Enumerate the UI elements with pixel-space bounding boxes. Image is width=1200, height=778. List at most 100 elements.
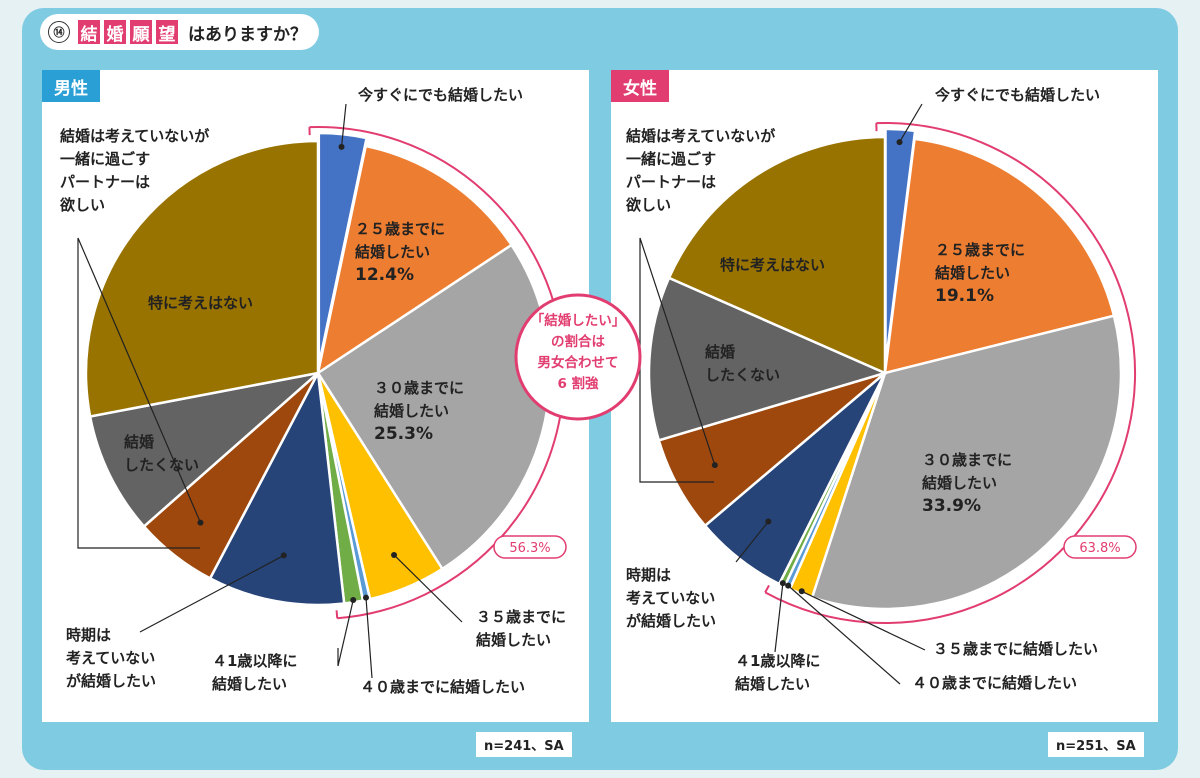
slice-label-line: ２５歳までに [355, 220, 445, 238]
leader-dot [779, 580, 786, 587]
slice-label-line: したくない [124, 456, 199, 474]
question-title: ⑭ 結 婚 願 望 はありますか？ [40, 14, 319, 50]
slice-label-line: 結婚したい [735, 675, 810, 693]
center-note-line: 6 割強 [557, 375, 599, 392]
title-keyword-char: 婚 [104, 20, 126, 45]
slice-label: 特に考えはない [720, 256, 825, 274]
slice-label-line: ４０歳までに結婚したい [912, 674, 1077, 692]
slice-label-line: 結婚 [124, 433, 154, 451]
slice-label-line: 結婚したい [935, 264, 1010, 282]
slice-label-line: 今すぐにでも結婚したい [934, 86, 1100, 104]
slice-label-line: 結婚は考えていないが [626, 127, 776, 145]
slice-label-line: パートナーは [60, 173, 150, 191]
leader-dot [711, 462, 718, 469]
slice-label: 時期は考えていないが結婚したい [66, 626, 156, 690]
bracket-total-value: 56.3% [509, 541, 550, 556]
slice-label-line: 考えていない [626, 589, 715, 607]
slice-label-line: 特に考えはない [148, 294, 253, 312]
leader-line [899, 103, 923, 143]
slice-label-line: 25.3% [374, 424, 433, 444]
slice-label-line: 結婚したい [374, 402, 449, 420]
pie-slice [84, 139, 320, 418]
leader-dot [362, 594, 369, 601]
slice-label: ３０歳までに結婚したい 25.3% [374, 379, 464, 444]
slice-label-line: ３０歳までに [922, 451, 1012, 469]
slice-label-line: 結婚したい [355, 243, 430, 261]
leader-line [393, 554, 463, 623]
bracket-total-value: 63.8% [1079, 541, 1120, 556]
leader-dot [765, 518, 772, 525]
pie-slice [810, 314, 1123, 611]
center-note-line: の割合は [551, 333, 605, 350]
female-sample-size: n=251、SA [1048, 732, 1144, 757]
leader-dot [338, 143, 345, 150]
title-keyword-char: 願 [130, 20, 152, 45]
bracket-total-badge [493, 535, 567, 559]
leader-dot [280, 552, 287, 559]
slice-label-line: 結婚したい [476, 631, 551, 649]
slice-label: 特に考えはない [148, 294, 253, 312]
slice-label-line: 結婚は考えていないが [60, 127, 210, 145]
leader-line [735, 521, 769, 563]
pie-slice [316, 144, 514, 376]
pie-slice [883, 137, 1116, 375]
slice-label-line: 時期は [66, 626, 111, 644]
pie-slice [667, 135, 887, 375]
slice-label: ２５歳までに結婚したい 19.1% [935, 241, 1025, 306]
leader-line [340, 103, 347, 147]
slice-label: 結婚は考えていないが一緒に過ごすパートナーは欲しい [59, 127, 210, 214]
slice-label-line: 結婚したい [922, 474, 997, 492]
slice-label-line: 一緒に過ごす [60, 150, 150, 168]
slice-label: 結婚したくない [705, 343, 780, 384]
slice-label: 時期は考えていないが結婚したい [626, 566, 716, 630]
slice-label: ３５歳までに結婚したい [476, 608, 566, 649]
title-text: はありますか？ [188, 24, 307, 45]
slice-label: 今すぐにでも結婚したい [934, 86, 1100, 104]
slice-label-line: 考えていない [66, 649, 155, 667]
slice-label-line: 結婚 [705, 343, 735, 361]
slice-label-line: ２５歳までに [935, 241, 1025, 259]
slice-label-line: ４1歳以降に [212, 652, 297, 670]
slice-label-line: が結婚したい [626, 612, 716, 630]
slice-label-line: 結婚したい [212, 675, 287, 693]
leader-dot [350, 596, 357, 603]
slice-label-line: ４０歳までに結婚したい [360, 678, 525, 696]
leader-line [77, 237, 202, 549]
slice-label-line: 欲しい [625, 196, 671, 214]
title-keyword-char: 結 [78, 20, 100, 45]
leader-line [787, 585, 901, 685]
bracket-total-badge [1063, 535, 1137, 559]
slice-label: ４０歳までに結婚したい [360, 678, 525, 696]
pie-slice [316, 243, 552, 571]
slice-label-line: ３５歳までに [476, 608, 566, 626]
title-keyword-char: 望 [156, 20, 178, 45]
slice-label-line: 12.4% [355, 265, 414, 285]
want-to-marry-bracket [764, 122, 1136, 624]
slice-label: ３０歳までに結婚したい 33.9% [922, 451, 1012, 516]
slice-label: 結婚したくない [124, 433, 199, 474]
male-tab: 男性 [42, 70, 100, 102]
male-sample-size: n=241、SA [476, 732, 572, 757]
pie-slice [208, 368, 346, 607]
pie-slice [647, 276, 889, 442]
leader-dot [785, 582, 792, 589]
slice-label: ４０歳までに結婚したい [912, 674, 1077, 692]
female-tab: 女性 [611, 70, 669, 102]
center-note-line: 「結婚したい」 [531, 312, 626, 329]
leader-line [337, 599, 354, 667]
question-number: ⑭ [48, 21, 70, 43]
bracket-tick [335, 610, 339, 619]
slice-label-line: ３０歳までに [374, 379, 464, 397]
slice-label-line: 19.1% [935, 286, 994, 306]
slice-label-line: 欲しい [59, 196, 105, 214]
slice-label-line: 33.9% [922, 496, 981, 516]
bracket-tick [764, 584, 770, 593]
slice-label-line: が結婚したい [66, 672, 156, 690]
leader-dot [896, 139, 903, 146]
leader-dot [798, 588, 805, 595]
center-note-circle [514, 293, 642, 421]
pie-slice [88, 370, 323, 529]
slice-label: ３５歳までに結婚したい [933, 640, 1098, 658]
leader-line [365, 597, 373, 679]
